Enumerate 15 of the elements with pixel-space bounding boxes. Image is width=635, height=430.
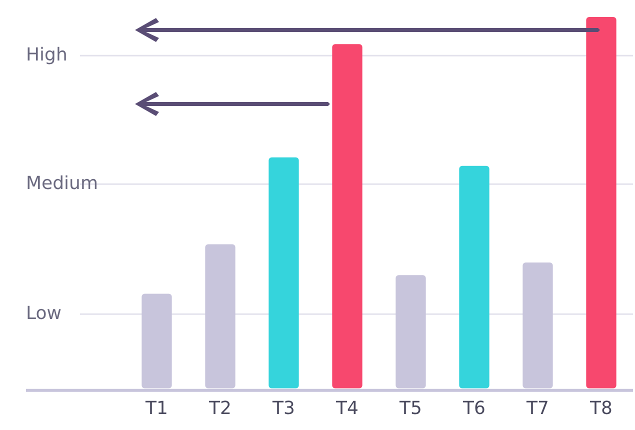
x-tick-label: T7: [526, 398, 549, 419]
x-tick-label: T3: [272, 398, 295, 419]
bar: [586, 17, 616, 388]
ref-line-label: Medium: [26, 172, 98, 194]
bar: [459, 166, 490, 388]
x-tick-label: T4: [335, 398, 358, 419]
ref-line-label: Low: [26, 302, 62, 324]
x-tick-label: T6: [462, 398, 486, 419]
x-tick-label: T8: [589, 398, 612, 419]
x-tick-label: T2: [208, 398, 232, 419]
ref-line-label: High: [26, 44, 68, 66]
x-tick-label: T1: [144, 398, 168, 419]
bar: [332, 44, 362, 388]
bar: [268, 157, 299, 388]
x-tick-label: T5: [398, 398, 422, 419]
